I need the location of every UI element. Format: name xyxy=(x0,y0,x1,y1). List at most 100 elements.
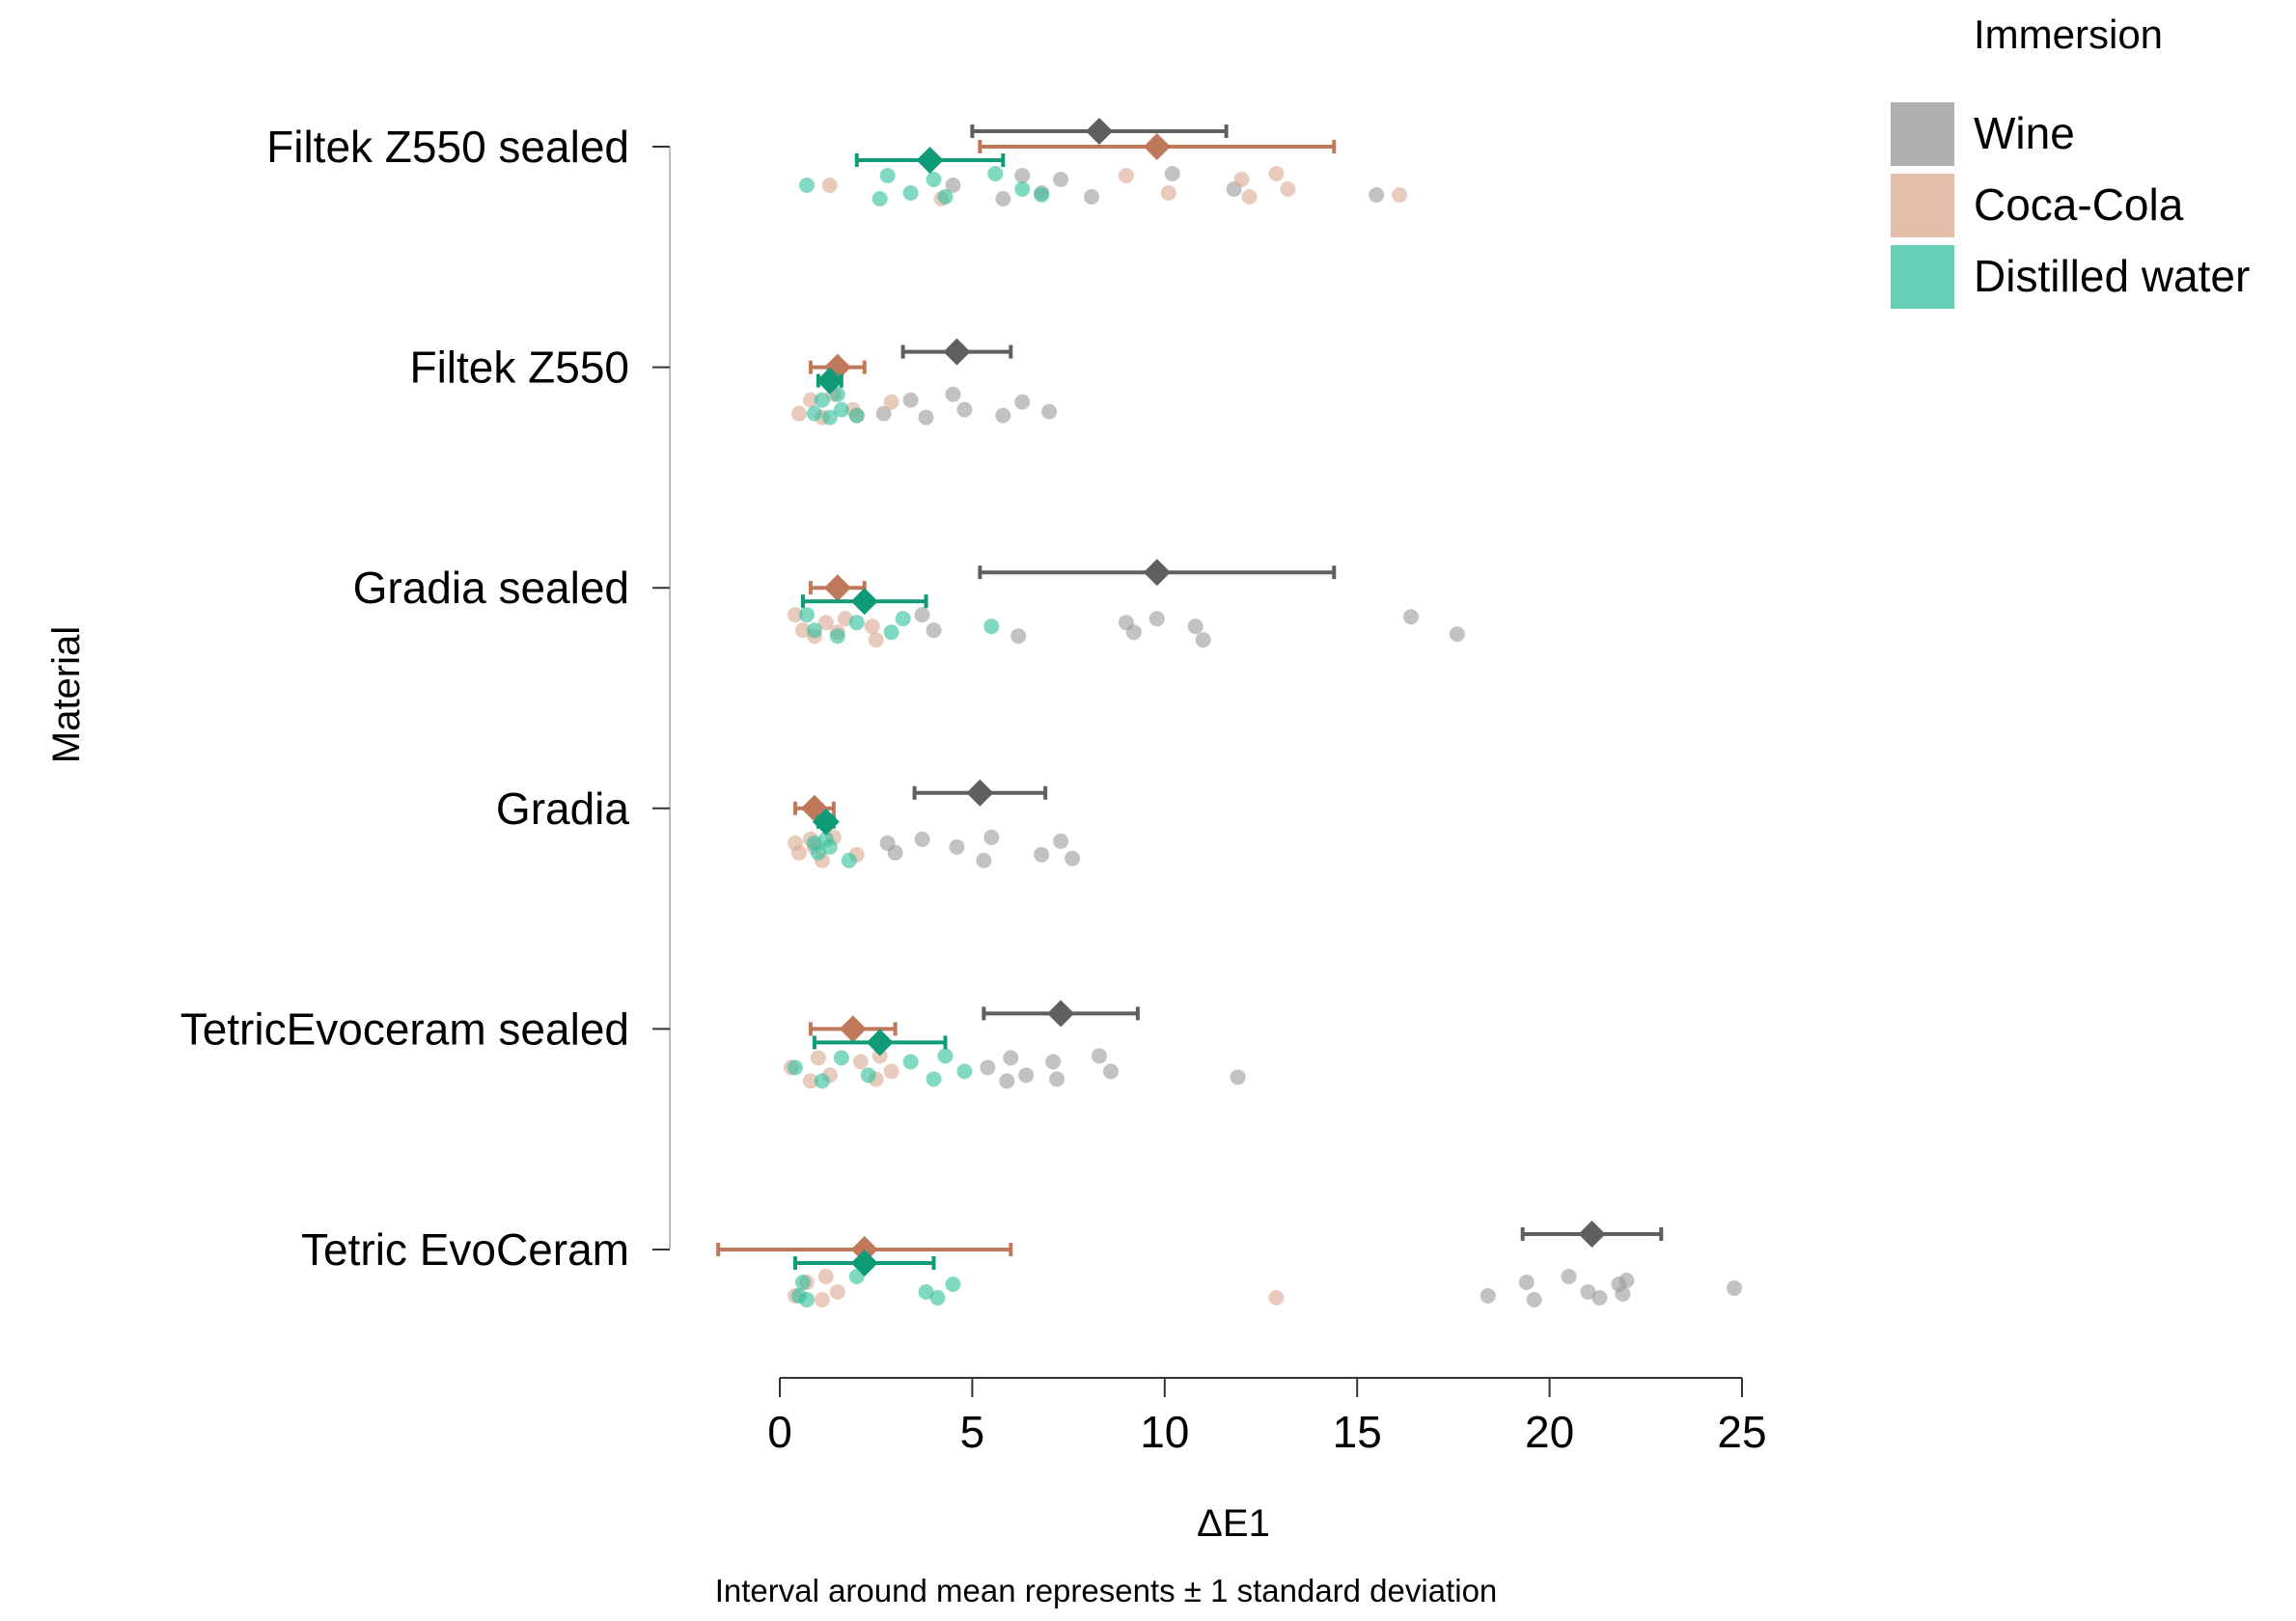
point-wine xyxy=(1369,187,1385,203)
point-distilled-water xyxy=(829,628,845,645)
point-wine xyxy=(1561,1269,1577,1284)
point-coca-cola xyxy=(1160,185,1176,201)
point-wine xyxy=(1084,189,1100,205)
mean-marker-coca-cola xyxy=(1143,133,1171,160)
x-tick-label: 5 xyxy=(960,1407,985,1457)
point-distilled-water xyxy=(787,1059,803,1076)
point-coca-cola xyxy=(790,405,807,422)
point-wine xyxy=(1449,626,1465,643)
point-coca-cola xyxy=(802,1073,818,1089)
point-wine xyxy=(1014,394,1031,410)
x-tick-label: 15 xyxy=(1333,1407,1382,1457)
y-axis: Filtek Z550 sealed Filtek Z550 Gradia seal… xyxy=(180,122,671,1275)
point-wine xyxy=(1053,172,1069,187)
point-coca-cola xyxy=(883,394,899,410)
point-coca-cola xyxy=(817,615,834,631)
point-distilled-water xyxy=(841,852,857,868)
point-distilled-water xyxy=(810,844,826,861)
point-distilled-water xyxy=(879,168,896,183)
point-distilled-water xyxy=(883,624,899,641)
point-wine xyxy=(887,844,903,861)
point-wine xyxy=(956,401,973,418)
data-points xyxy=(783,166,1743,1307)
y-tick-label-gradia: Gradia xyxy=(496,783,629,834)
y-axis-label: Material xyxy=(45,626,88,763)
point-wine xyxy=(980,1059,996,1076)
point-distilled-water xyxy=(806,405,822,422)
point-distilled-water xyxy=(798,178,815,193)
point-distilled-water xyxy=(848,407,865,424)
point-wine xyxy=(945,178,961,193)
point-distilled-water xyxy=(798,1292,815,1307)
point-wine xyxy=(902,392,919,408)
legend-label-wine: Wine xyxy=(1974,108,2075,158)
point-wine xyxy=(1615,1286,1631,1302)
point-coca-cola xyxy=(814,1292,830,1307)
mean-marker-coca-cola xyxy=(839,1015,867,1043)
x-axis-label: ΔE1 xyxy=(1197,1502,1270,1545)
point-wine xyxy=(1580,1284,1596,1300)
mean-marker-wine xyxy=(1086,118,1114,145)
point-distilled-water xyxy=(814,1073,830,1089)
mean-marker-wine xyxy=(1143,559,1171,587)
point-coca-cola xyxy=(852,1054,869,1070)
legend-label-distilled-water: Distilled water xyxy=(1974,251,2250,301)
point-distilled-water xyxy=(814,392,830,408)
point-distilled-water xyxy=(926,172,942,187)
point-wine xyxy=(1045,1054,1062,1070)
mean-marker-distilled-water xyxy=(816,367,844,395)
point-wine xyxy=(1041,403,1058,420)
point-coca-cola xyxy=(1268,1290,1285,1305)
point-coca-cola xyxy=(794,622,811,639)
point-wine xyxy=(949,838,965,855)
point-wine xyxy=(1092,1048,1108,1064)
point-distilled-water xyxy=(794,1275,811,1290)
point-coca-cola xyxy=(802,392,818,408)
point-wine xyxy=(1102,1063,1119,1080)
point-wine xyxy=(1230,1069,1246,1085)
mean-marker-distilled-water xyxy=(850,588,878,616)
point-distilled-water xyxy=(833,401,849,418)
y-tick-label-filtek-z550: Filtek Z550 xyxy=(409,343,629,393)
point-coca-cola xyxy=(1280,181,1296,197)
point-coca-cola xyxy=(817,1269,834,1284)
point-distilled-water xyxy=(833,1050,849,1066)
point-distilled-water xyxy=(895,611,911,627)
mean-marker-wine xyxy=(943,338,971,366)
point-wine xyxy=(1727,1280,1743,1296)
point-wine xyxy=(945,386,961,402)
point-wine xyxy=(1148,611,1165,627)
point-wine xyxy=(1403,609,1420,625)
point-distilled-water xyxy=(848,615,865,631)
point-distilled-water xyxy=(821,409,838,426)
point-distilled-water xyxy=(956,1063,973,1080)
point-wine xyxy=(1618,1273,1635,1288)
point-coca-cola xyxy=(821,178,838,193)
point-distilled-water xyxy=(987,166,1004,181)
legend-title: Immersion xyxy=(1974,12,2163,57)
mean-intervals xyxy=(716,118,1664,1277)
point-wine xyxy=(1125,624,1142,641)
point-coca-cola xyxy=(1268,166,1285,181)
point-wine xyxy=(1164,166,1180,181)
x-tick-label: 25 xyxy=(1717,1407,1766,1457)
point-coca-cola xyxy=(787,607,803,623)
legend-swatch-coca-cola xyxy=(1891,174,1954,237)
point-distilled-water xyxy=(929,1290,946,1305)
point-distilled-water xyxy=(983,618,1000,635)
y-tick-label-gradia-sealed: Gradia sealed xyxy=(353,563,629,613)
point-wine xyxy=(999,1073,1015,1089)
point-wine xyxy=(1049,1071,1065,1087)
point-wine xyxy=(914,607,930,623)
point-coca-cola xyxy=(829,1284,845,1300)
point-wine xyxy=(1018,1067,1035,1084)
point-coca-cola xyxy=(1392,187,1408,203)
point-distilled-water xyxy=(937,1048,954,1064)
point-distilled-water xyxy=(937,189,954,205)
point-coca-cola xyxy=(810,1050,826,1066)
point-coca-cola xyxy=(883,1063,899,1080)
mean-marker-wine xyxy=(1047,1000,1075,1028)
x-axis: 0 5 10 15 20 25 xyxy=(767,1377,1767,1457)
legend: Immersion Wine Coca-Cola Distilled water xyxy=(1891,12,2250,309)
point-coca-cola xyxy=(1241,189,1258,205)
